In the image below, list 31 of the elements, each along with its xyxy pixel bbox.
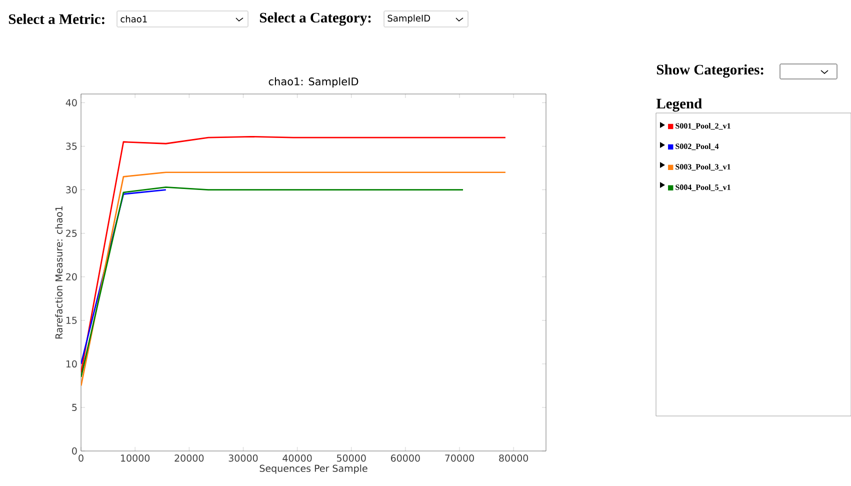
x-tick-label: 80000 [499, 454, 528, 462]
y-axis-title: Rarefaction Measure: chao1 [55, 206, 63, 339]
legend-label: S002_Pool_4 [676, 143, 719, 150]
y-tick-label: 10 [66, 360, 77, 368]
y-tick-label: 15 [66, 316, 77, 324]
x-tick-label: 70000 [445, 454, 474, 462]
legend-label: S001_Pool_2_v1 [676, 122, 730, 130]
y-tick-label: 30 [66, 186, 77, 194]
legend-label: S004_Pool_5_v1 [676, 184, 730, 191]
y-tick-label: 20 [66, 273, 77, 280]
text: Select a Metric: [8, 14, 104, 24]
x-tick-label: 0 [78, 454, 84, 462]
y-tick-label: 25 [66, 230, 77, 237]
legend-label: S003_Pool_3_v1 [676, 164, 730, 171]
text: Select a Category: [260, 12, 371, 26]
x-tick-label: 30000 [228, 454, 258, 462]
y-tick-label: 35 [66, 142, 77, 150]
x-tick-label: 10000 [121, 454, 150, 462]
x-axis-title: Sequences Per Sample [260, 464, 368, 474]
y-tick-label: 40 [66, 99, 77, 106]
x-tick-label: 20000 [174, 454, 204, 462]
x-tick-label: 50000 [336, 454, 366, 462]
chart-title: chao1: SampleID [268, 77, 358, 88]
x-tick-label: 60000 [390, 454, 420, 462]
text: SampleID [388, 14, 430, 24]
y-tick-label: 5 [72, 404, 77, 411]
legend-title: Legend [656, 98, 702, 112]
y-tick-label: 0 [72, 447, 77, 455]
x-tick-label: 40000 [282, 454, 312, 462]
text: chao1 [120, 16, 147, 22]
text: Show Categories: [656, 64, 764, 78]
